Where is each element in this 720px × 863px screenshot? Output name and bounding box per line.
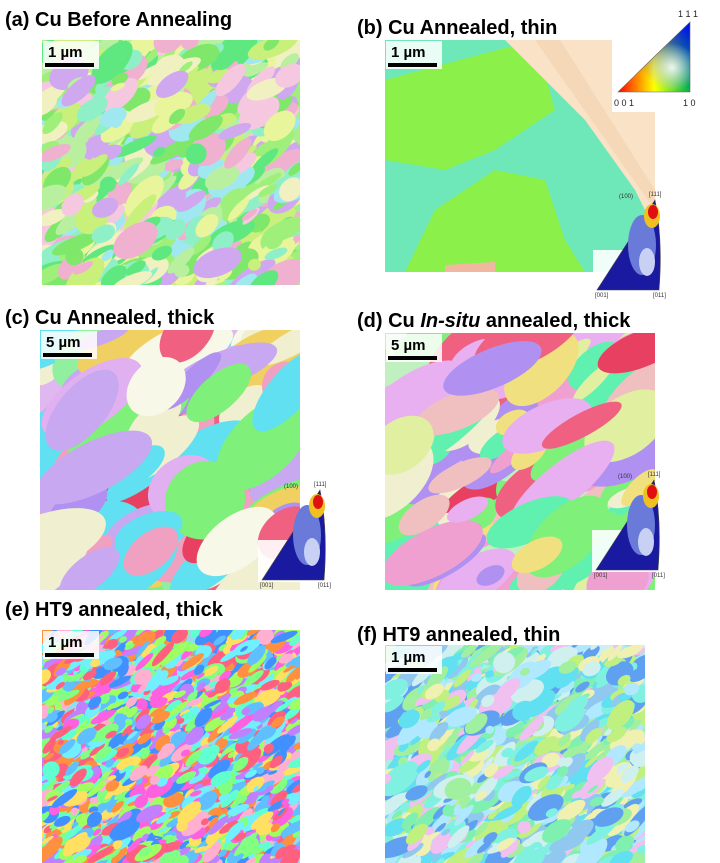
scale-bar-label: 1 µm [391, 44, 426, 61]
title-part: (d) Cu [357, 310, 420, 332]
scale-bar-label: 1 µm [48, 44, 83, 61]
panel-title: (c) Cu Annealed, thick [5, 307, 215, 329]
panel-title: (a) Cu Before Annealing [5, 9, 232, 31]
scale-bar-label: 1 µm [48, 634, 83, 651]
scale-bar-label: 5 µm [391, 337, 426, 354]
title-part: In-situ [420, 310, 480, 332]
title-part: annealed, thick [480, 310, 631, 332]
scale-bar-label: 5 µm [46, 334, 81, 351]
panel-title: (d) Cu In-situ annealed, thick [357, 310, 631, 332]
panel-title: (e) HT9 annealed, thick [5, 599, 224, 621]
panel-title: (b) Cu Annealed, thin [357, 17, 557, 39]
ebsd-map [318, 283, 720, 649]
figure: (a) Cu Before Annealing 1 µm (b) Cu Anneal… [0, 0, 720, 863]
